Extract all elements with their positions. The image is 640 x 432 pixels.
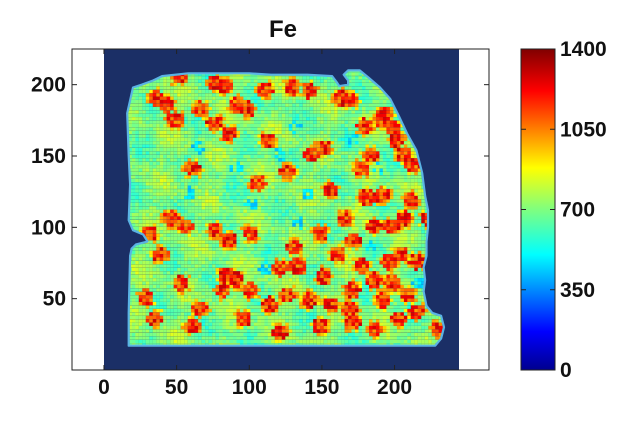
- sample-edge: [126, 69, 446, 347]
- colorbar-tick-label: 700: [560, 199, 595, 222]
- y-tick-label: 50: [43, 288, 66, 311]
- x-tick-label: 0: [98, 376, 110, 399]
- chart-title: Fe: [269, 16, 297, 43]
- x-tick-label: 50: [165, 376, 188, 399]
- y-axis: 50 100 150 200: [31, 74, 489, 311]
- axes-border: [71, 48, 490, 371]
- x-tick-label: 100: [232, 376, 267, 399]
- x-tick-label: 150: [304, 376, 339, 399]
- x-axis: 0 50 100 150 200: [98, 49, 412, 399]
- colorbar-tick-label: 1050: [560, 118, 607, 141]
- colorbar-tick-label: 1400: [560, 38, 607, 61]
- y-tick-label: 100: [31, 216, 66, 239]
- fe-distribution-map: [127, 70, 444, 346]
- colorbar-gradient: [520, 48, 556, 371]
- y-tick-label: 150: [31, 145, 66, 168]
- plot-area: 0 50 100 150 200 50 100 150 200: [31, 48, 490, 399]
- image-layer: [104, 49, 459, 370]
- colorbar-ticks: 0 350 700 1050 1400: [521, 38, 607, 382]
- x-tick-label: 200: [377, 376, 412, 399]
- colorbar-tick-label: 350: [560, 279, 595, 302]
- colorbar: 0 350 700 1050 1400: [520, 38, 607, 382]
- y-tick-label: 200: [31, 74, 66, 97]
- colorbar-tick-label: 0: [560, 359, 572, 382]
